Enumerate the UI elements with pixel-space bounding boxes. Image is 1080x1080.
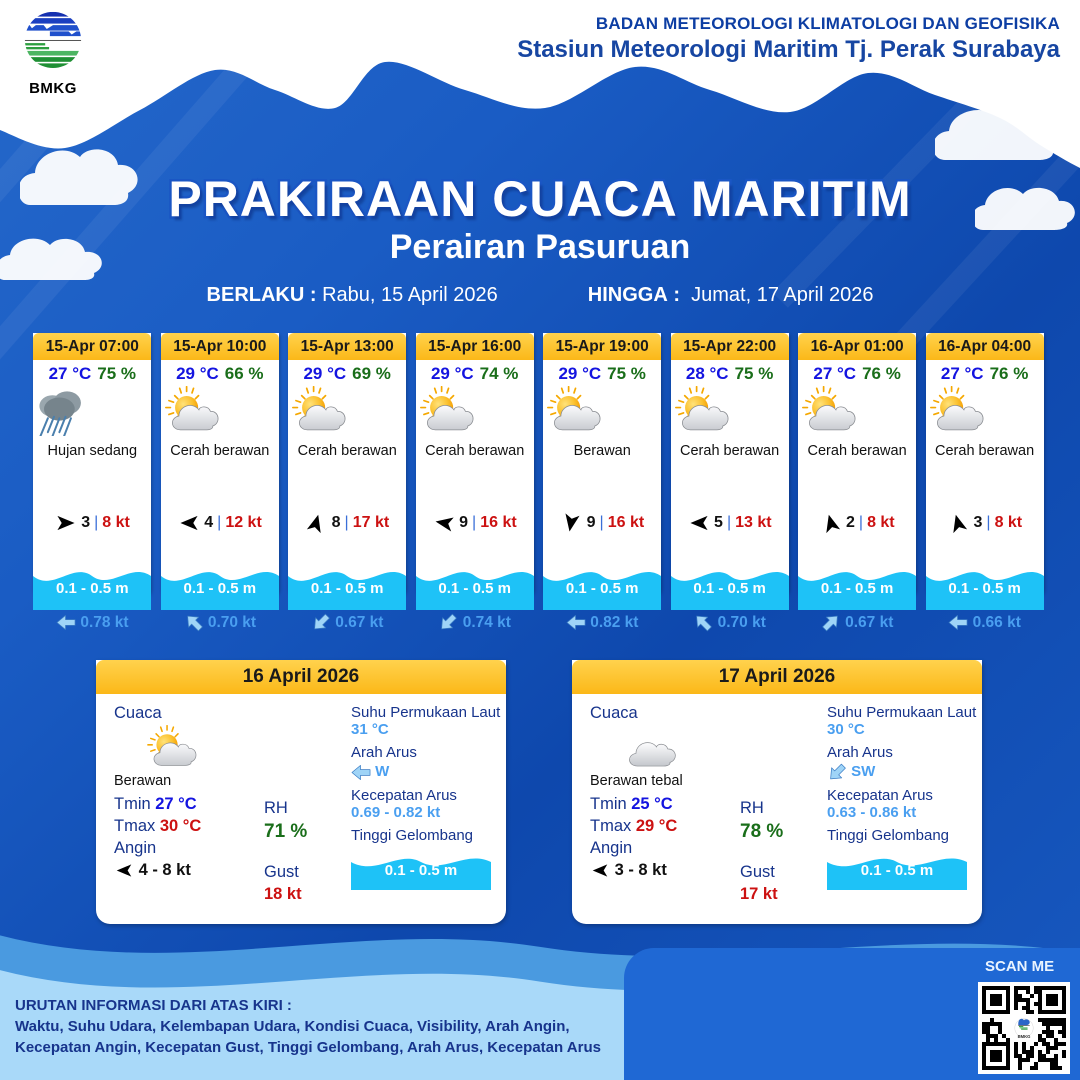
svg-text:BMKG: BMKG — [1018, 1034, 1031, 1039]
